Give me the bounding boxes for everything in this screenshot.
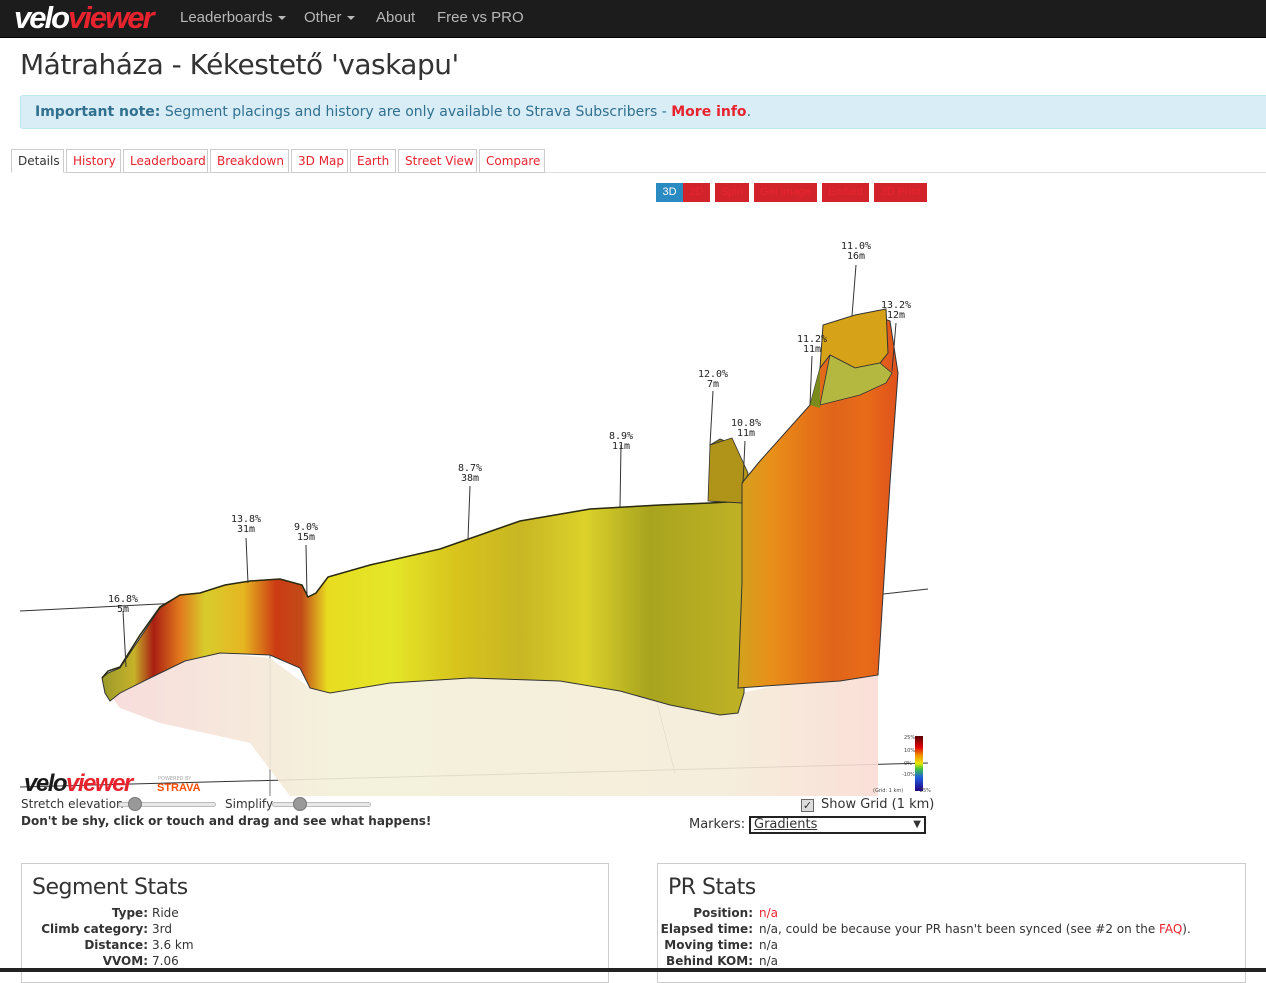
tab-compare[interactable]: Compare xyxy=(479,149,545,173)
veloviewer-watermark-logo: veloviewer xyxy=(24,770,133,797)
stretch-elevation-handle[interactable] xyxy=(128,797,142,811)
stretch-elevation-slider[interactable] xyxy=(118,802,216,807)
tab-leaderboard[interactable]: Leaderboard xyxy=(123,149,208,173)
tab-earth[interactable]: Earth xyxy=(350,149,396,173)
legend-label: -25% xyxy=(918,788,931,794)
nav-about[interactable]: About xyxy=(376,9,416,26)
interaction-hint: Don't be shy, click or touch and drag an… xyxy=(21,814,432,828)
important-note-alert: Important note: Segment placings and his… xyxy=(20,95,1266,129)
gradient-marker: 8.9% 11m xyxy=(608,431,634,452)
gradient-marker: 11.0% 16m xyxy=(840,241,872,262)
nav-free-vs-pro[interactable]: Free vs PRO xyxy=(437,9,524,26)
veloviewer-logo[interactable]: veloviewer xyxy=(14,0,155,35)
gradient-marker: 9.0% 15m xyxy=(293,522,319,543)
chevron-down-icon xyxy=(277,16,286,21)
gradient-marker: 13.2% 12m xyxy=(880,300,912,321)
nav-other[interactable]: Other xyxy=(304,0,355,38)
page-title: Mátraháza - Kékestető 'vaskapu' xyxy=(20,48,459,81)
tab-street-view[interactable]: Street View xyxy=(398,149,477,173)
segment-stats-panel: Segment Stats xyxy=(21,863,609,983)
markers-select[interactable]: Gradients ▼ xyxy=(749,816,926,834)
elevation-profile-graphic[interactable] xyxy=(20,183,928,796)
tab-breakdown[interactable]: Breakdown xyxy=(210,149,289,173)
simplify-label: Simplify xyxy=(225,797,274,811)
more-info-link[interactable]: More info xyxy=(671,104,747,120)
legend-label: 0% xyxy=(904,761,912,767)
show-grid-label: Show Grid (1 km) xyxy=(821,797,935,812)
3d-print-button[interactable]: 3D Print xyxy=(874,183,927,202)
gradient-marker: 16.8% 5m xyxy=(107,594,139,615)
gradient-marker: 11.2% 11m xyxy=(796,334,828,355)
gradient-marker: 12.0% 7m xyxy=(697,369,729,390)
chevron-down-icon: ▼ xyxy=(913,819,921,830)
show-grid-checkbox[interactable]: ✓ xyxy=(801,799,814,812)
gradient-marker: 10.8% 11m xyxy=(730,418,762,439)
simplify-slider[interactable] xyxy=(272,802,371,807)
stretch-elevation-label: Stretch elevation xyxy=(21,797,124,811)
tab-3d-map[interactable]: 3D Map xyxy=(291,149,348,173)
spin-button[interactable]: Spin xyxy=(715,183,749,202)
elevation-3d-viewer[interactable] xyxy=(20,183,928,796)
tab-history[interactable]: History xyxy=(66,149,121,173)
legend-label: 25% xyxy=(904,735,916,741)
grid-scale-label: (Grid: 1 km) xyxy=(873,788,904,794)
strava-logo: STRAVA xyxy=(157,782,201,794)
legend-label: 10% xyxy=(904,748,916,754)
chevron-down-icon xyxy=(346,16,355,21)
tabs-divider xyxy=(11,172,1266,173)
pr-stats-panel: PR Stats xyxy=(657,863,1246,983)
horizontal-scrollbar[interactable] xyxy=(0,968,1266,972)
2d-view-button[interactable]: 2D xyxy=(683,183,710,202)
top-navbar: veloviewer Leaderboards Other About Free… xyxy=(0,0,1266,38)
faq-link[interactable]: FAQ xyxy=(1159,922,1183,936)
gradient-marker: 13.8% 31m xyxy=(230,514,262,535)
nav-leaderboards[interactable]: Leaderboards xyxy=(180,0,286,38)
embed-button[interactable]: Embed xyxy=(822,183,869,202)
powered-by-label: POWERED BY xyxy=(158,776,192,782)
tab-details[interactable]: Details xyxy=(11,149,64,173)
gradient-marker: 8.7% 38m xyxy=(457,463,483,484)
get-image-button[interactable]: Get image xyxy=(754,183,817,202)
simplify-handle[interactable] xyxy=(293,797,307,811)
legend-label: -10% xyxy=(902,772,915,778)
pr-stats-title: PR Stats xyxy=(668,875,756,900)
3d-view-button[interactable]: 3D xyxy=(656,183,683,202)
markers-label: Markers: xyxy=(689,817,746,832)
segment-stats-title: Segment Stats xyxy=(32,875,188,900)
